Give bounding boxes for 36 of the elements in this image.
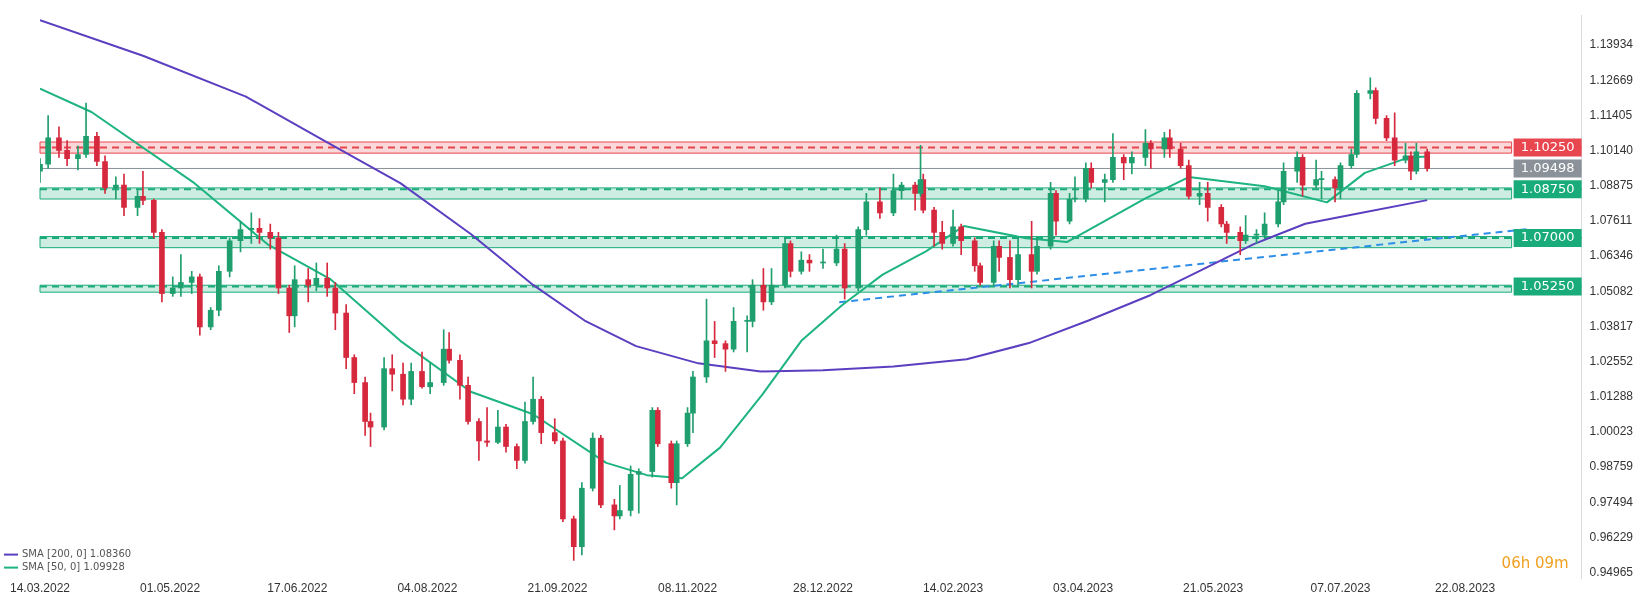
legend-label: SMA [50, 0] 1.09928 — [22, 561, 125, 573]
x-tick-label: 28.12.2022 — [792, 581, 854, 596]
y-tick-label: 1.05082 — [1589, 283, 1634, 298]
y-tick-label: 0.98759 — [1589, 459, 1634, 474]
y-tick-label: 0.96229 — [1589, 529, 1634, 544]
y-tick-label: 1.01288 — [1589, 389, 1634, 404]
x-tick-label: 08.11.2022 — [657, 581, 718, 596]
y-tick-label: 1.03817 — [1589, 318, 1634, 333]
x-tick-label: 03.04.2023 — [1053, 581, 1114, 596]
x-tick-label: 21.09.2022 — [527, 581, 588, 596]
y-tick-label: 1.13934 — [1589, 37, 1634, 52]
y-tick-label: 1.08875 — [1589, 178, 1634, 193]
annotation: 06h 09m — [1501, 554, 1569, 573]
x-tick-label: 14.03.2022 — [9, 581, 71, 596]
y-tick-label: 1.00023 — [1589, 424, 1634, 439]
ref-line-label: 1.10250 — [1520, 138, 1575, 154]
x-tick-label: 14.02.2023 — [923, 581, 984, 596]
x-tick-label: 22.08.2023 — [1435, 581, 1496, 596]
ref-line-label: 1.08750 — [1520, 180, 1575, 196]
ref-line-label: 1.09498 — [1520, 159, 1575, 175]
y-tick-label: 1.12669 — [1589, 72, 1634, 87]
x-tick-label: 01.05.2022 — [140, 581, 201, 596]
y-tick-label: 1.10140 — [1589, 142, 1634, 157]
legend-label: SMA [200, 0] 1.08360 — [22, 548, 132, 560]
x-tick-label: 21.05.2023 — [1183, 581, 1244, 596]
y-tick-label: 1.02552 — [1589, 353, 1634, 368]
x-tick-label: 04.08.2022 — [397, 581, 458, 596]
x-tick-label: 17.06.2022 — [267, 581, 328, 596]
y-tick-label: 1.11405 — [1589, 107, 1633, 122]
y-tick-label: 0.97494 — [1589, 494, 1634, 509]
ref-line-label: 1.07000 — [1520, 229, 1575, 245]
y-tick-label: 1.07611 — [1589, 213, 1633, 228]
ref-line-label: 1.05250 — [1520, 277, 1575, 293]
y-tick-label: 1.06346 — [1589, 248, 1634, 263]
x-tick-label: 07.07.2023 — [1310, 581, 1371, 596]
y-tick-label: 0.94965 — [1589, 564, 1634, 579]
